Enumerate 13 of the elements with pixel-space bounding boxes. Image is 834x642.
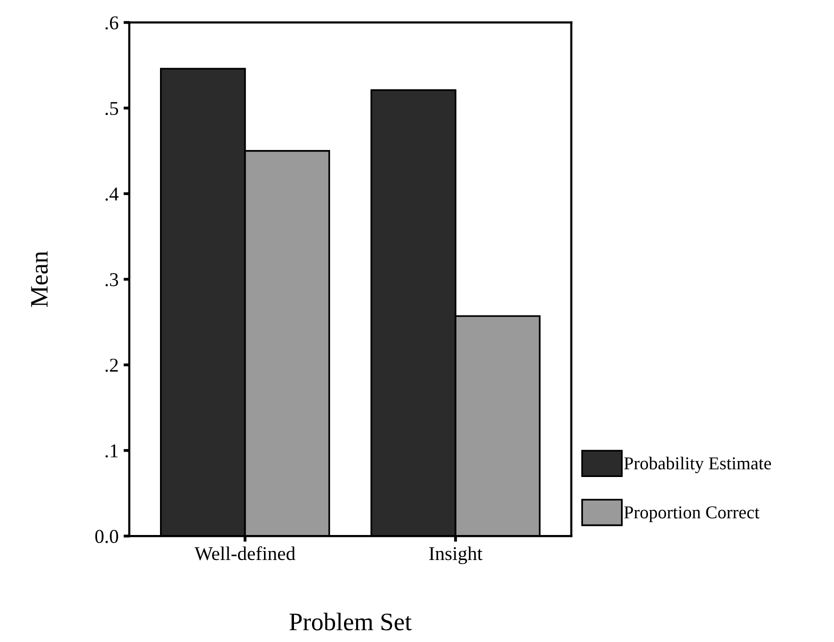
legend-label: Proportion Correct [624,506,760,522]
x-tick-label: Well-defined [194,546,296,560]
y-tick-label: .5 [106,102,118,116]
x-axis-title: Problem Set [290,612,412,630]
y-tick-label: .3 [106,273,118,286]
y-tick-label: .1 [106,444,118,458]
y-tick-label: 0.0 [95,530,118,544]
y-tick-label: .2 [106,358,118,372]
y-tick-label: .6 [106,16,118,30]
legend-label: Probability Estimate [624,456,771,474]
y-tick-label: .4 [106,188,119,201]
y-axis-title: Mean [31,251,48,308]
x-tick-label: Insight [429,546,482,564]
